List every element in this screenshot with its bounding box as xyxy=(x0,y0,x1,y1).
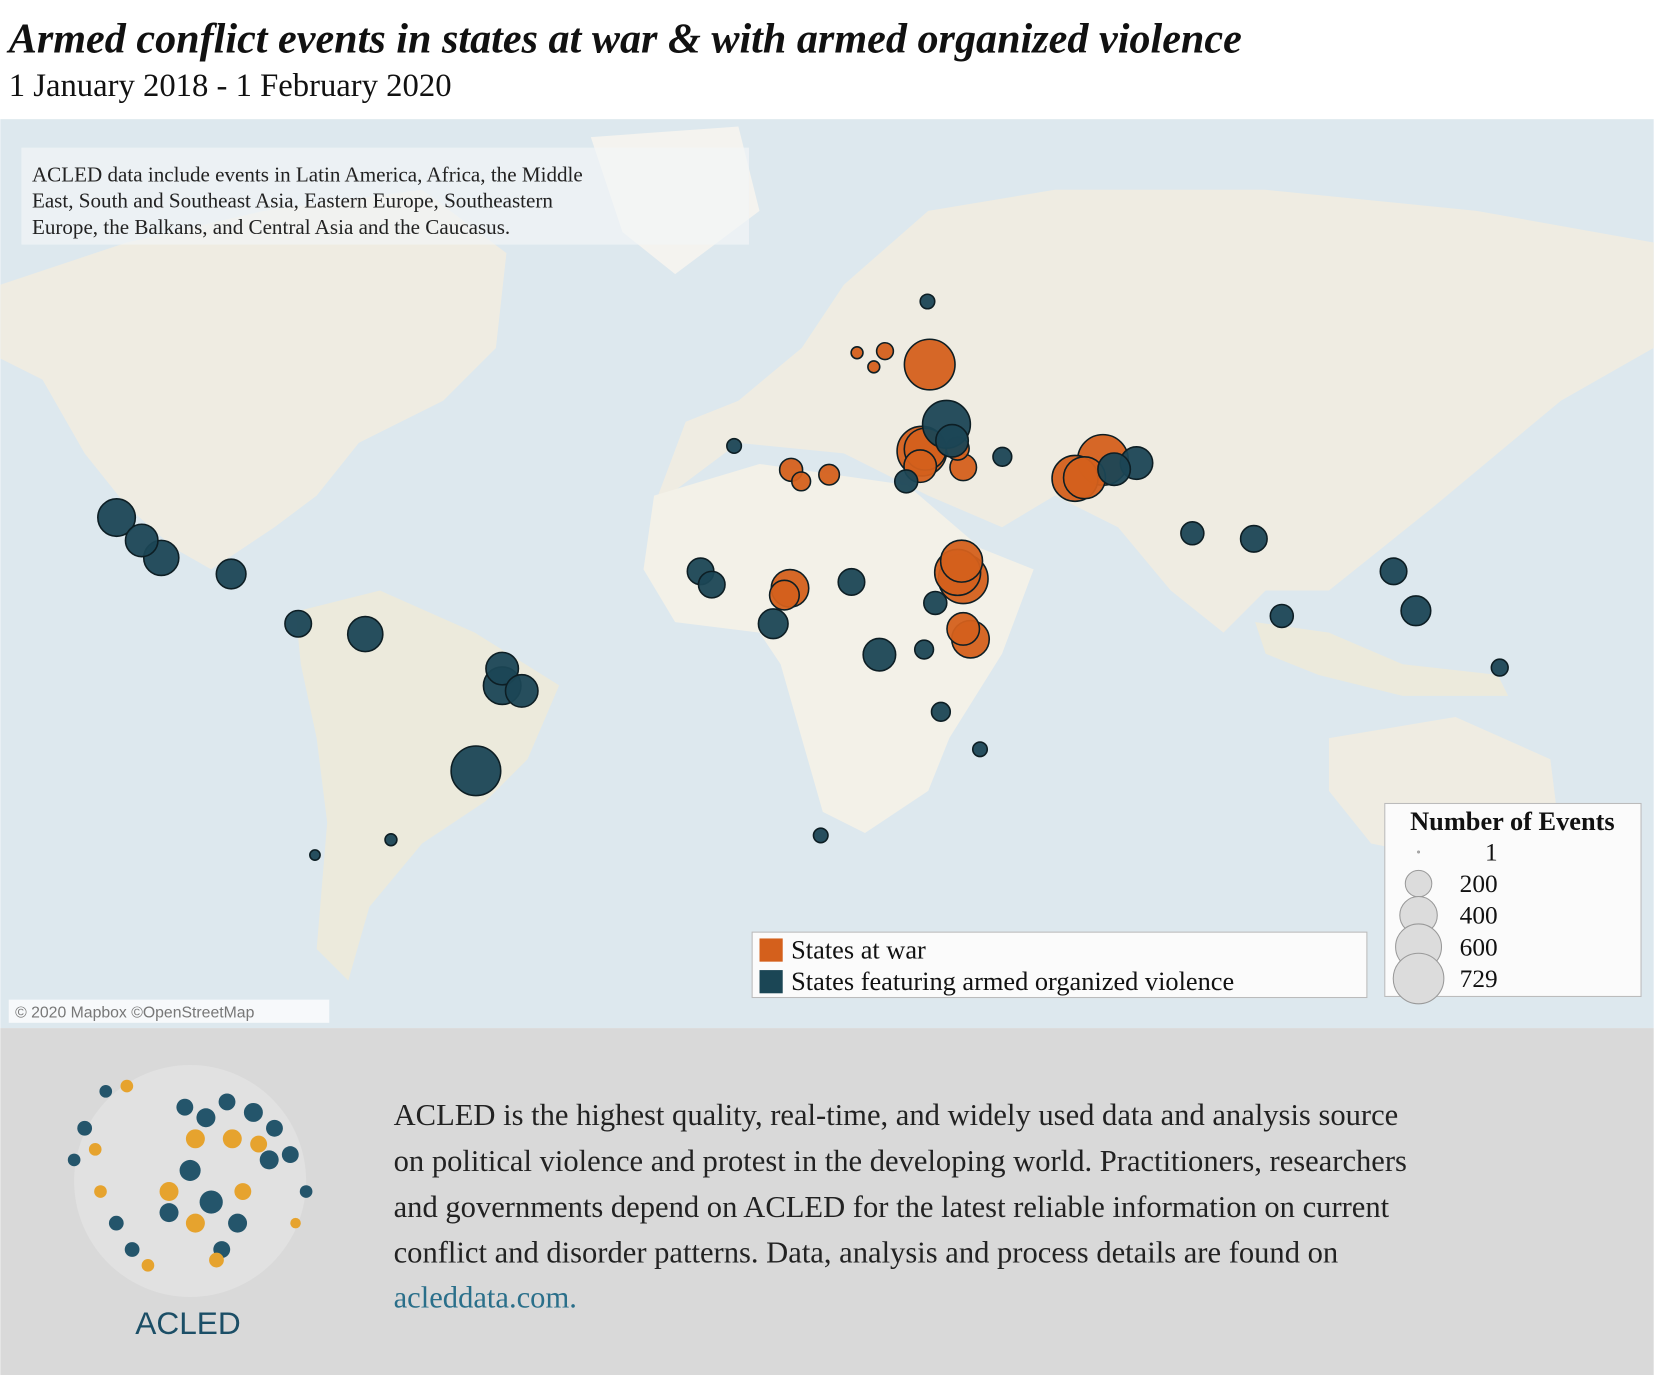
size-legend-circle xyxy=(1417,850,1421,854)
event-bubble xyxy=(930,701,952,722)
logo-text: ACLED xyxy=(135,1305,240,1341)
footer-line: and governments depend on ACLED for the … xyxy=(394,1190,1390,1224)
legend-label: States featuring armed organized violenc… xyxy=(791,967,1234,996)
event-bubble xyxy=(919,293,936,310)
size-legend-title: Number of Events xyxy=(1410,807,1615,836)
event-bubble xyxy=(450,745,502,797)
logo-globe xyxy=(67,1064,313,1297)
map-note-line: Europe, the Balkans, and Central Asia an… xyxy=(32,215,510,239)
footer-line: conflict and disorder patterns. Data, an… xyxy=(394,1236,1339,1270)
event-bubble xyxy=(215,558,247,590)
size-legend-label: 200 xyxy=(1460,870,1498,898)
event-bubble xyxy=(935,423,970,458)
logo-disc xyxy=(74,1064,307,1297)
legend-swatch xyxy=(759,970,783,994)
note-bg xyxy=(21,147,749,245)
event-bubble xyxy=(875,341,895,361)
land xyxy=(1255,622,1509,696)
event-bubble xyxy=(923,590,948,616)
size-legend-label: 1 xyxy=(1485,838,1498,866)
land xyxy=(0,189,507,570)
event-bubble xyxy=(818,463,841,486)
event-bubble xyxy=(1180,521,1205,546)
event-bubble xyxy=(757,608,789,640)
event-bubble xyxy=(850,346,864,360)
title: Armed conflict events in states at war &… xyxy=(6,16,1242,63)
event-bubble xyxy=(504,673,539,708)
event-bubble xyxy=(971,741,989,758)
event-bubble xyxy=(768,579,801,611)
event-bubble xyxy=(726,437,743,455)
size-legend-circle xyxy=(1392,952,1445,1005)
event-bubble xyxy=(913,639,935,660)
land xyxy=(643,463,1034,834)
size-legend-label: 400 xyxy=(1460,902,1498,930)
event-bubble xyxy=(309,849,321,861)
land xyxy=(654,189,1654,633)
event-bubble xyxy=(384,833,398,847)
attribution: © 2020 Mapbox ©OpenStreetMap xyxy=(15,1005,255,1022)
color-legend xyxy=(751,931,1368,999)
event-bubble xyxy=(939,539,984,583)
legend-swatch xyxy=(759,938,783,962)
event-bubble xyxy=(1400,595,1432,627)
subtitle: 1 January 2018 - 1 February 2020 xyxy=(9,68,452,104)
size-legend-items: 1 200 400 600 729 xyxy=(1392,838,1498,1005)
bubbles xyxy=(97,293,1509,861)
event-bubble xyxy=(837,567,866,597)
map-note-line: ACLED data include events in Latin Ameri… xyxy=(32,162,583,186)
event-bubble xyxy=(1490,658,1509,677)
footer-line: ACLED is the highest quality, real-time,… xyxy=(394,1098,1399,1132)
event-bubble xyxy=(284,609,313,638)
event-bubble xyxy=(124,523,159,558)
event-bubble xyxy=(1379,557,1408,586)
event-bubble xyxy=(867,360,881,374)
event-bubble xyxy=(893,469,919,494)
event-bubble xyxy=(862,637,897,672)
header-bg xyxy=(0,0,1654,120)
size-legend-circle xyxy=(1404,869,1433,898)
logo-dots xyxy=(67,1085,313,1258)
color-legend-items: States at war States featuring armed orga… xyxy=(759,935,1234,996)
event-bubble xyxy=(903,338,956,391)
map-note-line: East, South and Southeast Asia, Eastern … xyxy=(32,189,553,213)
size-legend-label: 729 xyxy=(1460,965,1498,993)
logo-dots xyxy=(88,1079,301,1272)
event-bubble xyxy=(946,611,981,646)
legend-label: States at war xyxy=(791,935,926,964)
event-bubble xyxy=(97,498,137,538)
event-bubble xyxy=(697,570,726,599)
event-bubble xyxy=(485,651,520,686)
event-bubble xyxy=(346,615,384,653)
event-bubble xyxy=(992,446,1013,467)
attribution-bg xyxy=(8,999,330,1023)
event-bubble xyxy=(791,471,812,492)
size-legend-label: 600 xyxy=(1460,933,1498,961)
event-bubble xyxy=(1269,603,1295,629)
footer-text: ACLED is the highest quality, real-time,… xyxy=(394,1098,1407,1270)
footer-line: on political violence and protest in the… xyxy=(394,1144,1407,1178)
event-bubble xyxy=(1239,524,1268,553)
basemap xyxy=(0,119,1654,1029)
event-bubble xyxy=(812,827,829,844)
map-note: ACLED data include events in Latin Ameri… xyxy=(32,162,583,239)
event-bubble xyxy=(1097,452,1132,487)
footer-link[interactable]: acleddata.com. xyxy=(394,1281,577,1315)
